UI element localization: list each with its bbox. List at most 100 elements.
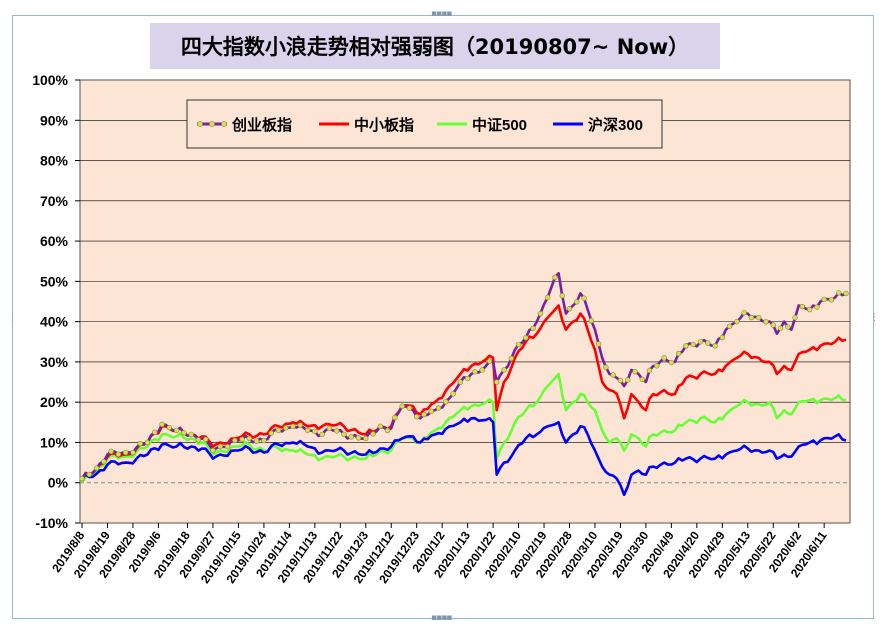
- series-point: [734, 318, 740, 325]
- series-point: [414, 414, 420, 420]
- series-point: [239, 436, 245, 443]
- resize-handle-top-icon[interactable]: ▪▪▪▪: [431, 9, 452, 19]
- series-point: [785, 324, 791, 330]
- series-point: [86, 471, 92, 478]
- series-point: [828, 297, 835, 303]
- y-tick-label: 90%: [40, 112, 69, 128]
- series-point: [188, 431, 194, 438]
- legend-marker: [197, 121, 203, 127]
- series-line: [81, 416, 847, 497]
- legend: 创业板指 中小板指 中证500 沪深300: [186, 99, 663, 149]
- series-point: [741, 310, 747, 316]
- series-point: [763, 319, 769, 325]
- series-point: [690, 341, 696, 348]
- series-point: [581, 295, 587, 301]
- series-point: [130, 449, 136, 456]
- series-point: [115, 451, 122, 457]
- y-tick-label: 60%: [40, 233, 69, 249]
- y-tick-label: 80%: [40, 153, 69, 169]
- series-0: [79, 271, 849, 482]
- series-point: [559, 293, 565, 299]
- series-point: [224, 444, 231, 450]
- series-point: [246, 435, 253, 442]
- series-3: [81, 416, 847, 497]
- series-point: [450, 391, 456, 397]
- series-point: [348, 434, 354, 440]
- y-tick-label: 100%: [32, 72, 68, 88]
- legend-label: 创业板指: [231, 116, 292, 134]
- series-point: [748, 314, 755, 321]
- series-1: [80, 304, 847, 480]
- series-point: [195, 437, 202, 443]
- series-point: [173, 427, 180, 434]
- series-point: [122, 449, 129, 456]
- series-lines: [79, 271, 849, 497]
- series-point: [530, 325, 536, 332]
- series-point: [261, 437, 267, 444]
- y-tick-label: 10%: [40, 434, 69, 450]
- series-point: [384, 427, 391, 434]
- series-point: [93, 465, 100, 471]
- series-point: [202, 436, 209, 443]
- series-point: [399, 403, 405, 409]
- series-point: [159, 421, 165, 428]
- y-axis-ticks: 100% 90% 80% 70% 60% 50% 40% 30% 20% 10% 0% -10%: [32, 72, 80, 531]
- resize-handle-bottom-icon[interactable]: ▪▪▪▪: [431, 613, 452, 623]
- series-point: [392, 414, 398, 421]
- series-line: [80, 372, 847, 484]
- series-point: [632, 368, 638, 375]
- series-point: [799, 303, 806, 310]
- series-point: [333, 428, 340, 434]
- series-point: [304, 427, 311, 434]
- series-point: [836, 290, 842, 296]
- series-point: [683, 343, 689, 349]
- legend-marker: [221, 121, 227, 127]
- series-point: [726, 323, 733, 329]
- series-point: [137, 440, 143, 447]
- series-point: [566, 306, 573, 312]
- series-point: [421, 411, 427, 418]
- series-point: [646, 367, 653, 374]
- series-point: [486, 358, 493, 364]
- series-point: [232, 437, 238, 444]
- resize-handle-left-icon[interactable]: ⋮: [8, 313, 17, 323]
- series-point: [363, 435, 369, 442]
- series-point: [537, 310, 544, 317]
- series-point: [283, 425, 289, 431]
- series-point: [705, 340, 711, 346]
- series-point: [625, 377, 631, 383]
- series-line: [80, 271, 847, 480]
- series-point: [210, 447, 216, 454]
- series-point: [406, 405, 413, 411]
- y-tick-label: 50%: [40, 273, 69, 289]
- series-point: [654, 363, 660, 369]
- series-point: [275, 427, 282, 434]
- series-point: [719, 334, 726, 341]
- series-point: [523, 335, 529, 341]
- series-point: [712, 343, 718, 349]
- y-tick-label: 40%: [40, 314, 69, 330]
- series-point: [428, 408, 434, 415]
- series-point: [675, 350, 682, 357]
- series-point: [326, 425, 333, 432]
- series-point: [544, 294, 551, 301]
- series-point: [792, 314, 798, 321]
- series-point: [639, 376, 645, 383]
- series-point: [290, 423, 296, 430]
- series-point: [617, 377, 624, 384]
- series-point: [217, 443, 223, 450]
- series-point: [355, 435, 362, 441]
- series-point: [494, 379, 500, 385]
- series-point: [552, 274, 558, 281]
- series-point: [508, 355, 514, 362]
- series-point: [595, 341, 602, 347]
- resize-handle-right-icon[interactable]: ⋮: [870, 313, 879, 323]
- series-point: [152, 429, 158, 435]
- legend-label: 中证500: [472, 116, 527, 134]
- y-tick-label: 70%: [40, 193, 69, 209]
- series-point: [253, 438, 260, 444]
- series-point: [297, 422, 303, 428]
- series-point: [770, 322, 776, 328]
- series-point: [319, 431, 325, 438]
